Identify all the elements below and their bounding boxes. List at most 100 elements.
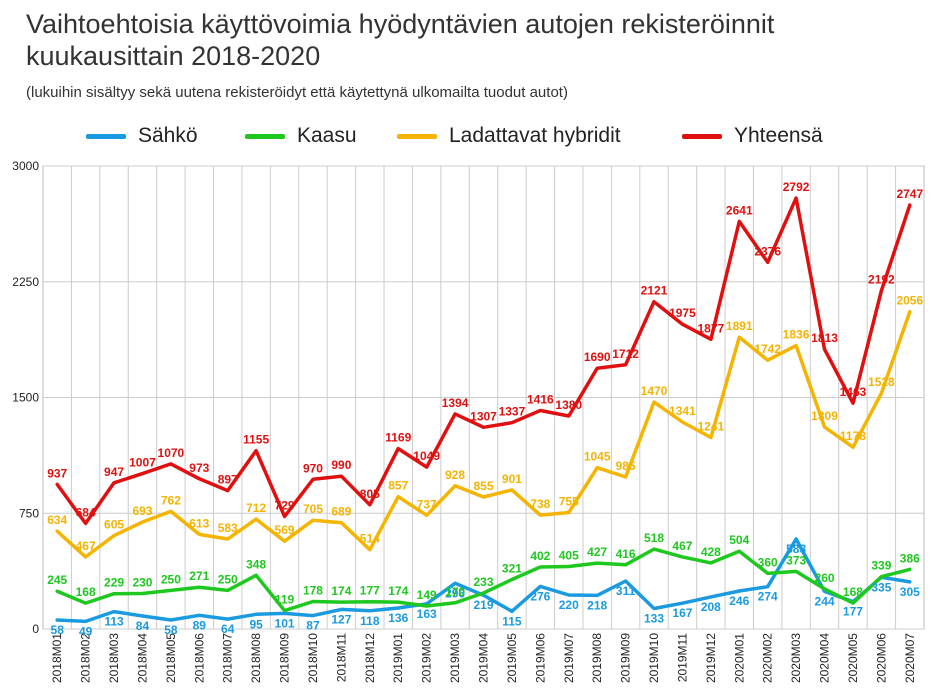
- data-label: 689: [331, 505, 351, 519]
- x-tick-label: 2020M04: [818, 633, 832, 683]
- data-label: 1742: [754, 342, 781, 356]
- series-line-1: [55, 547, 912, 613]
- data-label: 1070: [158, 446, 185, 460]
- data-label: 762: [161, 493, 181, 507]
- data-label: 1975: [669, 306, 696, 320]
- data-label: 1169: [385, 431, 411, 445]
- data-label: 2192: [868, 273, 895, 287]
- data-label: 1712: [612, 347, 639, 361]
- data-label: 1416: [527, 392, 554, 406]
- data-label: 2121: [641, 284, 668, 298]
- data-label: 1891: [726, 319, 753, 333]
- data-label: 605: [104, 518, 124, 532]
- data-label: 928: [445, 468, 465, 482]
- data-label: 178: [303, 584, 323, 598]
- x-tick-label: 2018M06: [192, 633, 206, 683]
- x-tick-label: 2018M07: [221, 633, 235, 683]
- data-label: 220: [559, 598, 579, 612]
- legend-label-hybridit: Ladattavat hybridit: [449, 124, 621, 147]
- data-label: 467: [672, 539, 692, 553]
- x-tick-label: 2018M10: [306, 633, 320, 683]
- x-tick-label: 2020M06: [874, 633, 888, 683]
- x-tick-label: 2018M12: [363, 633, 377, 683]
- data-label: 233: [473, 575, 493, 589]
- data-label: 1337: [499, 405, 526, 419]
- data-label: 857: [388, 479, 408, 493]
- data-label: 1463: [840, 385, 867, 399]
- data-label: 170: [445, 585, 465, 599]
- x-tick-label: 2019M08: [590, 633, 604, 683]
- data-label: 208: [701, 600, 721, 614]
- chart-title: Vaihtoehtoisia käyttövoimia hyödyntävien…: [26, 8, 774, 72]
- data-label: 89: [193, 618, 207, 632]
- data-label: 348: [246, 557, 266, 571]
- data-label: 149: [417, 588, 437, 602]
- x-tick-label: 2019M10: [647, 633, 661, 683]
- data-label: 467: [76, 539, 96, 553]
- data-label: 1394: [442, 396, 469, 410]
- legend-item-yhteensa: Yhteensä: [682, 122, 823, 150]
- data-label: 101: [275, 616, 295, 630]
- data-label: 1307: [470, 409, 497, 423]
- data-label: 1155: [243, 433, 269, 447]
- data-label: 973: [189, 461, 209, 475]
- data-label: 1007: [129, 456, 156, 470]
- data-label: 119: [275, 593, 295, 607]
- y-tick-label: 750: [19, 506, 39, 520]
- legend-item-kaasu: Kaasu: [245, 122, 357, 150]
- data-label: 855: [473, 479, 493, 493]
- data-label: 970: [303, 461, 323, 475]
- x-tick-label: 2019M03: [448, 633, 462, 683]
- data-label: 1309: [811, 409, 838, 423]
- data-label: 87: [306, 619, 320, 633]
- series-line-3: [55, 196, 912, 526]
- data-label: 693: [132, 504, 152, 518]
- data-label: 1049: [413, 449, 440, 463]
- data-label: 583: [218, 521, 238, 535]
- data-label: 2792: [783, 180, 810, 194]
- x-tick-label: 2018M11: [334, 633, 348, 682]
- data-label: 805: [360, 487, 380, 501]
- x-tick-label: 2019M01: [391, 633, 405, 683]
- data-label: 244: [815, 594, 835, 608]
- chart-title-line1: Vaihtoehtoisia käyttövoimia hyödyntävien…: [26, 9, 775, 39]
- x-tick-label: 2018M04: [135, 633, 149, 683]
- data-label: 1470: [641, 384, 668, 398]
- legend-label-sahko: Sähkö: [138, 124, 198, 147]
- legend-swatch-yhteensa: [682, 133, 722, 139]
- x-tick-label: 2020M03: [789, 633, 803, 683]
- data-label: 947: [104, 465, 124, 479]
- legend-swatch-kaasu: [245, 133, 285, 139]
- x-tick-label: 2019M07: [562, 633, 576, 683]
- x-tick-label: 2020M05: [846, 633, 860, 683]
- data-label: 738: [530, 497, 550, 511]
- legend-swatch-sahko: [86, 133, 126, 139]
- data-label: 118: [360, 614, 380, 628]
- data-label: 174: [388, 584, 408, 598]
- data-label: 58: [164, 623, 178, 637]
- data-label: 113: [104, 615, 124, 629]
- data-label: 218: [587, 598, 607, 612]
- x-tick-label: 2018M05: [164, 633, 178, 683]
- data-label: 49: [79, 624, 93, 638]
- data-label: 250: [218, 572, 238, 586]
- data-label: 274: [758, 590, 778, 604]
- y-tick-label: 3000: [12, 159, 39, 173]
- x-tick-label: 2019M12: [704, 633, 718, 683]
- data-label: 937: [47, 466, 67, 480]
- data-label: 133: [644, 611, 664, 625]
- data-label: 985: [616, 459, 636, 473]
- legend-label-kaasu: Kaasu: [297, 124, 357, 147]
- data-label: 177: [843, 605, 863, 619]
- data-label: 335: [871, 580, 891, 594]
- data-label: 514: [360, 532, 380, 546]
- data-label: 684: [76, 505, 96, 519]
- data-label: 416: [616, 547, 636, 561]
- data-label: 250: [161, 572, 181, 586]
- data-label: 990: [331, 458, 351, 472]
- data-label: 1341: [669, 404, 696, 418]
- data-label: 428: [701, 545, 721, 559]
- x-tick-label: 2019M11: [675, 633, 689, 682]
- x-tick-label: 2020M02: [761, 633, 775, 683]
